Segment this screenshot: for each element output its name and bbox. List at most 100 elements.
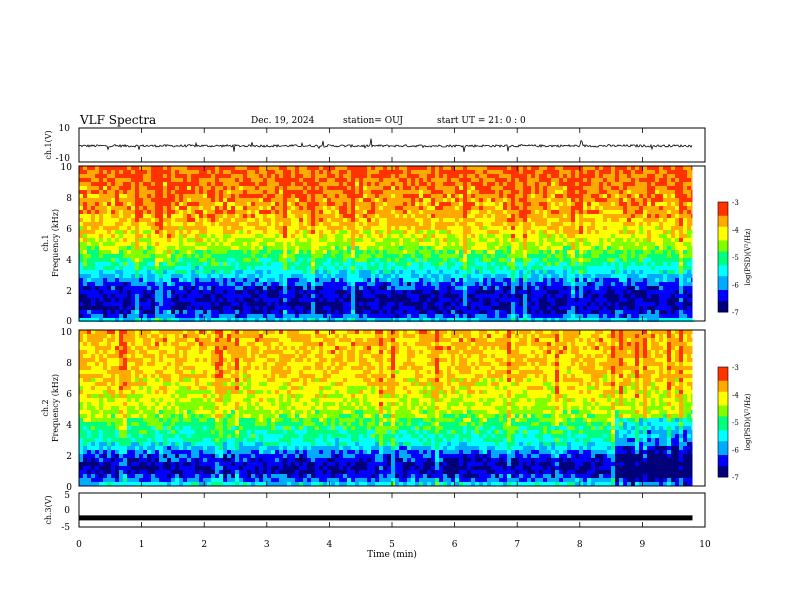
colorbar-segment: [718, 372, 728, 376]
colorbar-segment: [718, 306, 728, 310]
colorbar-segment: [718, 257, 728, 261]
colorbar-segment: [718, 369, 728, 373]
colorbar-segment: [718, 221, 728, 225]
colorbar-frame: [717, 201, 729, 313]
colorbar-segment: [718, 254, 728, 258]
x-tick-label: 6: [452, 540, 458, 550]
colorbar-tick-label: -3: [732, 199, 739, 207]
ch2-spec-ylabel: ch.2 Frequency (kHz): [41, 374, 60, 442]
x-tick-label: 9: [640, 540, 646, 550]
colorbar-segment: [718, 290, 728, 294]
colorbar-tick-label: -4: [732, 392, 739, 400]
ch1-spec-ytick-8: 8: [66, 194, 72, 204]
colorbar-frame: [717, 366, 729, 478]
ch1-ytick-bottom: -10: [56, 154, 71, 164]
colorbar-segment: [718, 466, 728, 470]
x-tick-label: 7: [514, 540, 520, 550]
colorbar-segment: [718, 303, 728, 307]
colorbar-segment: [718, 402, 728, 406]
colorbar-label: log(PSD)(V²/Hz): [744, 228, 752, 285]
station-label: station= OUJ: [343, 116, 404, 126]
colorbar-segment: [718, 430, 728, 434]
colorbar-segment: [718, 226, 728, 230]
ch1-spec-ytick-4: 4: [66, 256, 72, 266]
colorbar-segment: [718, 232, 728, 236]
colorbar-segment: [718, 276, 728, 280]
ch3-ylabel: ch.3(V): [44, 495, 53, 524]
colorbar-segment: [718, 224, 728, 228]
colorbar-segment: [718, 240, 728, 244]
colorbar-segment: [718, 279, 728, 283]
colorbar-segment: [718, 204, 728, 208]
ch1-spec-ytick-6: 6: [66, 225, 72, 235]
colorbar-segment: [718, 248, 728, 252]
x-tick-label: 1: [139, 540, 145, 550]
colorbar-segment: [718, 301, 728, 305]
ch1-spec-ytick-0: 0: [66, 317, 72, 327]
ch3-ytick-0: 0: [64, 506, 70, 516]
ch2-spec-ytick-0: 0: [66, 483, 72, 493]
colorbar-segment: [718, 416, 728, 420]
x-tick-label: 4: [327, 540, 333, 550]
ch2-spec-ytick-6: 6: [66, 390, 72, 400]
ch2-spec-ytick-4: 4: [66, 421, 72, 431]
colorbar-segment: [718, 446, 728, 450]
ch1-ylabel: ch.1(V): [44, 130, 53, 159]
x-tick-label: 5: [389, 540, 395, 550]
x-tick-label: 10: [699, 540, 711, 550]
colorbar-segment: [718, 457, 728, 461]
colorbar-segment: [718, 386, 728, 390]
colorbar-segment: [718, 215, 728, 219]
colorbar-tick-label: -5: [732, 254, 739, 262]
ch1-waveform-trace: [79, 138, 693, 152]
colorbar-segment: [718, 422, 728, 426]
ch1-spectrogram-image: [79, 166, 705, 322]
colorbar-segment: [718, 397, 728, 401]
colorbar-segment: [718, 455, 728, 459]
colorbar-segment: [718, 391, 728, 395]
colorbar-segment: [718, 207, 728, 211]
colorbar-segment: [718, 468, 728, 472]
figure-title: VLF Spectra: [80, 113, 157, 127]
colorbar-segment: [718, 394, 728, 398]
ch3-ytick-5: 5: [64, 491, 70, 501]
colorbar-segment: [718, 383, 728, 387]
colorbar-segment: [718, 452, 728, 456]
colorbar-segment: [718, 229, 728, 233]
colorbar-segment: [718, 292, 728, 296]
ch2-spectrogram-image: [79, 330, 705, 486]
ch2-colorbar: -3 -4 -5 -6 -7 log(PSD)(V²/Hz): [717, 364, 752, 482]
ch3-ytick-neg5: -5: [61, 523, 70, 533]
colorbar-segment: [718, 424, 728, 428]
colorbar-tick-label: -7: [732, 309, 739, 317]
start-time-label: start UT = 21: 0 : 0: [437, 116, 526, 126]
colorbar-segment: [718, 287, 728, 291]
colorbar-segment: [718, 378, 728, 382]
colorbar-tick-label: -5: [732, 419, 739, 427]
colorbar-segment: [718, 237, 728, 241]
ch1-colorbar: -3 -4 -5 -6 -7 log(PSD)(V²/Hz): [717, 199, 752, 317]
colorbar-segment: [718, 295, 728, 299]
colorbar-segment: [718, 460, 728, 464]
ch1-spec-ylabel: ch.1 Frequency (kHz): [41, 209, 60, 277]
colorbar-segment: [718, 408, 728, 412]
ch1-spec-ytick-10: 10: [61, 163, 73, 173]
colorbar-segment: [718, 265, 728, 269]
colorbar-segment: [718, 218, 728, 222]
colorbar-segment: [718, 210, 728, 214]
colorbar-segment: [718, 243, 728, 247]
date-label: Dec. 19, 2024: [251, 116, 315, 126]
colorbar-segment: [718, 202, 728, 206]
colorbar-segment: [718, 433, 728, 437]
x-axis-tick-labels: 0 1 2 3 4 5 6 7 8 9 10: [76, 540, 711, 550]
colorbar-segment: [718, 449, 728, 453]
x-axis-ticks: [78, 128, 706, 527]
colorbar-tick-label: -7: [732, 474, 739, 482]
colorbar-segment: [718, 427, 728, 431]
ch1-panel-frame: [78, 127, 706, 163]
colorbar-segment: [718, 284, 728, 288]
colorbar-segment: [718, 444, 728, 448]
ch2-spec-ytick-8: 8: [66, 359, 72, 369]
